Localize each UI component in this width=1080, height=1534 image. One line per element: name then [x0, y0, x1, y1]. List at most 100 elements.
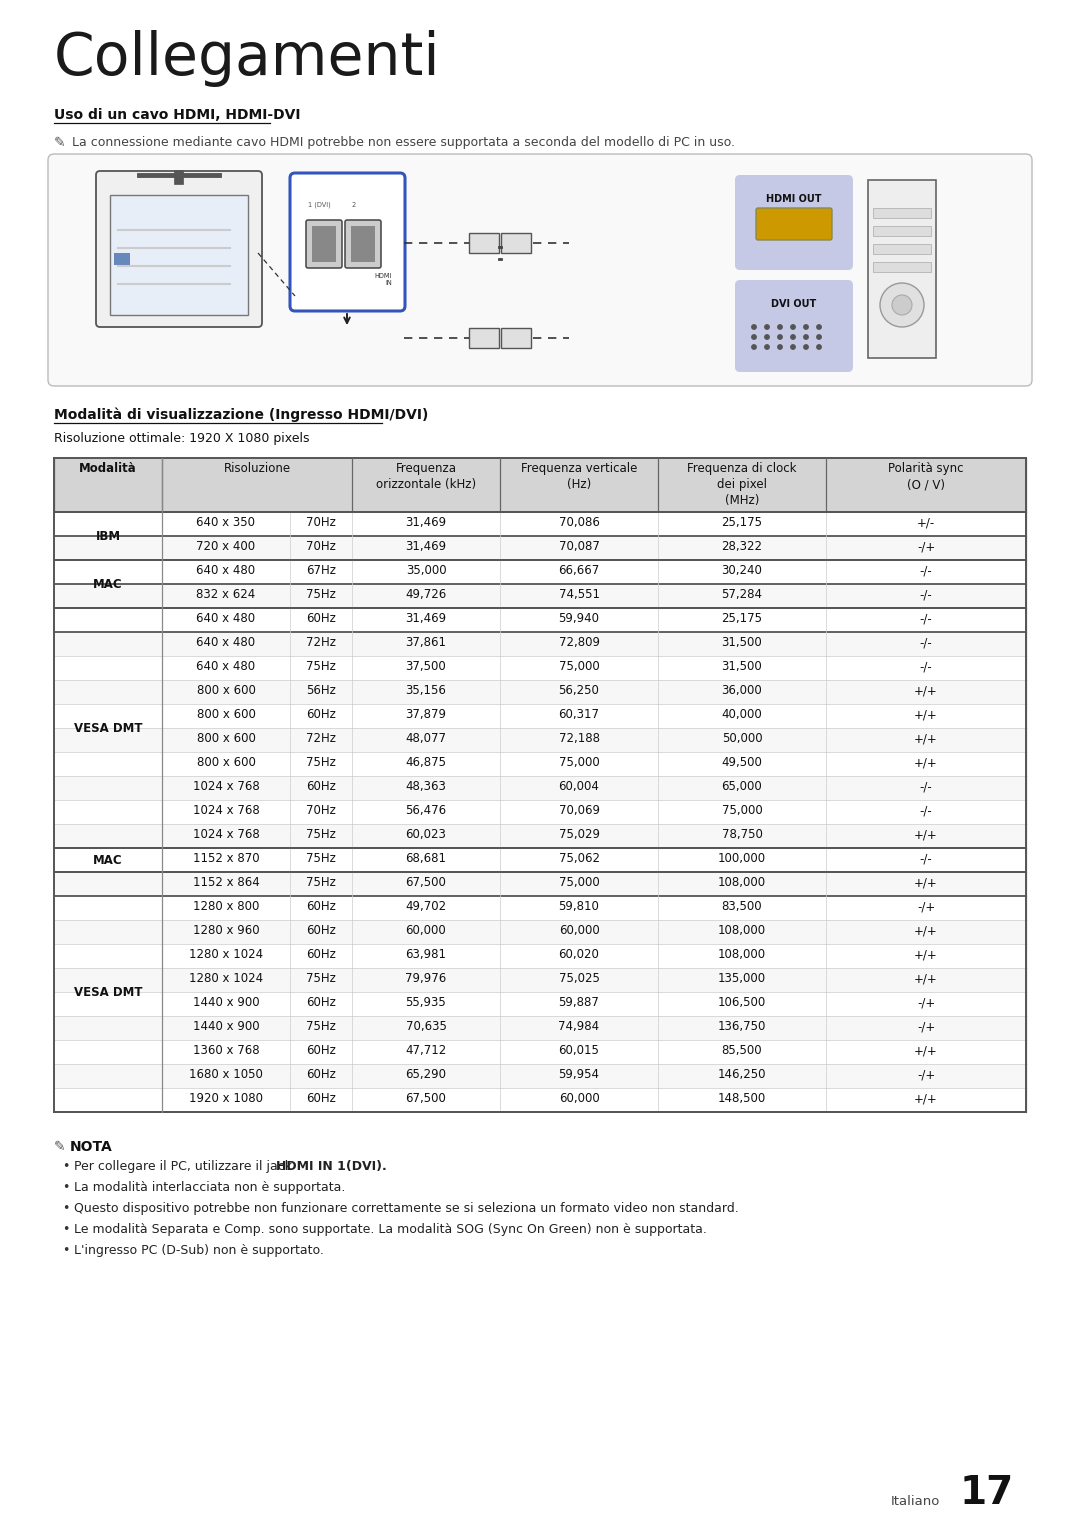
Text: Frequenza di clock
dei pixel
(MHz): Frequenza di clock dei pixel (MHz)	[687, 462, 797, 508]
Text: 37,861: 37,861	[405, 637, 446, 649]
Text: 66,667: 66,667	[558, 565, 599, 577]
Circle shape	[791, 325, 795, 330]
Text: 60,015: 60,015	[558, 1045, 599, 1057]
Text: Le modalità Separata e Comp. sono supportate. La modalità SOG (Sync On Green) no: Le modalità Separata e Comp. sono suppor…	[75, 1223, 707, 1236]
Text: 67Hz: 67Hz	[306, 565, 336, 577]
FancyBboxPatch shape	[291, 173, 405, 311]
Text: Polarità sync
(O / V): Polarità sync (O / V)	[888, 462, 963, 491]
Bar	[54, 1088, 1026, 1112]
Text: 60Hz: 60Hz	[306, 1045, 336, 1057]
Text: 65,290: 65,290	[405, 1068, 446, 1081]
Bar	[54, 776, 1026, 801]
Text: 65,000: 65,000	[721, 779, 762, 793]
Text: 640 x 480: 640 x 480	[197, 637, 256, 649]
Bar	[873, 209, 931, 218]
FancyBboxPatch shape	[345, 219, 381, 268]
Text: +/+: +/+	[914, 1045, 937, 1057]
Text: 106,500: 106,500	[718, 996, 766, 1009]
Circle shape	[804, 345, 808, 350]
Bar	[54, 1040, 1026, 1065]
Text: -/+: -/+	[917, 900, 935, 913]
Text: +/+: +/+	[914, 948, 937, 960]
Text: ✎: ✎	[54, 1140, 66, 1154]
Bar	[54, 535, 1026, 560]
Text: 1440 x 900: 1440 x 900	[192, 1020, 259, 1032]
Text: 60Hz: 60Hz	[306, 948, 336, 960]
Bar	[54, 729, 1026, 752]
Text: 25,175: 25,175	[721, 612, 762, 624]
Text: •: •	[62, 1181, 69, 1193]
Text: +/+: +/+	[914, 756, 937, 769]
Text: 720 x 400: 720 x 400	[197, 540, 256, 552]
Bar	[873, 225, 931, 236]
Text: 1280 x 960: 1280 x 960	[192, 923, 259, 937]
Text: 60Hz: 60Hz	[306, 1068, 336, 1081]
Circle shape	[791, 334, 795, 339]
Text: 1280 x 1024: 1280 x 1024	[189, 973, 264, 985]
Circle shape	[778, 345, 782, 350]
Text: 60Hz: 60Hz	[306, 900, 336, 913]
Text: 75Hz: 75Hz	[306, 660, 336, 673]
Text: 75,025: 75,025	[558, 973, 599, 985]
Bar	[54, 560, 1026, 584]
Circle shape	[752, 345, 756, 350]
Text: 49,702: 49,702	[405, 900, 446, 913]
Text: 108,000: 108,000	[718, 923, 766, 937]
Text: Frequenza verticale
(Hz): Frequenza verticale (Hz)	[521, 462, 637, 491]
Text: 148,500: 148,500	[718, 1092, 766, 1104]
Text: 31,469: 31,469	[405, 515, 446, 529]
Text: Collegamenti: Collegamenti	[54, 31, 441, 87]
Text: +/+: +/+	[914, 1092, 937, 1104]
Text: 60Hz: 60Hz	[306, 709, 336, 721]
Text: 2: 2	[352, 202, 356, 209]
Text: 75Hz: 75Hz	[306, 828, 336, 841]
Circle shape	[816, 334, 821, 339]
Text: -/-: -/-	[920, 660, 932, 673]
Circle shape	[892, 295, 912, 314]
Text: 60,020: 60,020	[558, 948, 599, 960]
Text: DVI OUT: DVI OUT	[771, 299, 816, 308]
Bar	[54, 801, 1026, 824]
Text: 31,469: 31,469	[405, 612, 446, 624]
Bar	[469, 233, 499, 253]
Text: 75Hz: 75Hz	[306, 756, 336, 769]
Text: 800 x 600: 800 x 600	[197, 732, 256, 746]
Text: 35,000: 35,000	[406, 565, 446, 577]
Text: -/+: -/+	[917, 1068, 935, 1081]
Bar	[54, 607, 1026, 632]
FancyBboxPatch shape	[756, 209, 832, 239]
Bar	[54, 992, 1026, 1016]
Text: 60,000: 60,000	[406, 923, 446, 937]
Bar	[351, 225, 375, 262]
Text: 60Hz: 60Hz	[306, 923, 336, 937]
Text: 75,000: 75,000	[558, 876, 599, 890]
Text: 60,004: 60,004	[558, 779, 599, 793]
Text: 1024 x 768: 1024 x 768	[192, 804, 259, 818]
Text: 100,000: 100,000	[718, 851, 766, 865]
Text: 1 (DVI): 1 (DVI)	[308, 201, 330, 209]
Text: 75Hz: 75Hz	[306, 588, 336, 601]
Bar	[54, 657, 1026, 680]
Text: 1024 x 768: 1024 x 768	[192, 828, 259, 841]
Text: 30,240: 30,240	[721, 565, 762, 577]
Text: HDMI
IN: HDMI IN	[375, 273, 392, 285]
Bar	[501, 233, 531, 253]
Text: 47,712: 47,712	[405, 1045, 447, 1057]
Text: 60,000: 60,000	[558, 923, 599, 937]
Text: VESA DMT: VESA DMT	[73, 985, 143, 999]
Bar	[501, 328, 531, 348]
Text: 37,879: 37,879	[405, 709, 446, 721]
Bar	[54, 459, 1026, 512]
Text: 56Hz: 56Hz	[306, 684, 336, 696]
Text: 60Hz: 60Hz	[306, 779, 336, 793]
FancyBboxPatch shape	[306, 219, 342, 268]
Text: 48,363: 48,363	[406, 779, 446, 793]
Text: 83,500: 83,500	[721, 900, 762, 913]
Text: 40,000: 40,000	[721, 709, 762, 721]
Text: 60Hz: 60Hz	[306, 996, 336, 1009]
Circle shape	[752, 325, 756, 330]
Bar	[54, 584, 1026, 607]
Text: 68,681: 68,681	[405, 851, 446, 865]
Text: 60,000: 60,000	[558, 1092, 599, 1104]
Text: 56,250: 56,250	[558, 684, 599, 696]
